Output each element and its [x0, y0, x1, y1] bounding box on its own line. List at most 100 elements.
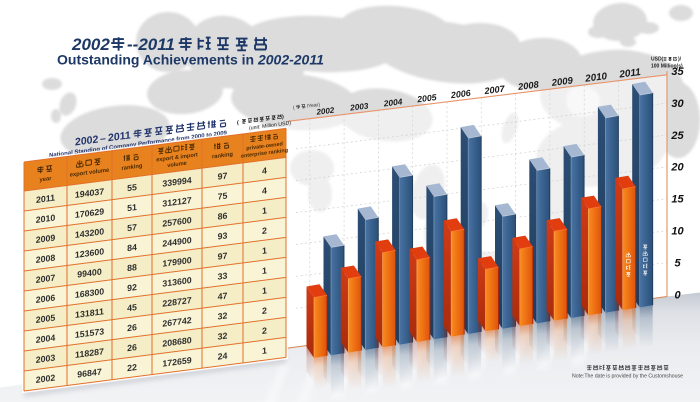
svg-text:2006: 2006: [36, 293, 56, 305]
svg-text:151573: 151573: [75, 326, 104, 340]
svg-text:96847: 96847: [77, 367, 102, 380]
svg-text:75: 75: [218, 190, 228, 201]
svg-text:32: 32: [218, 330, 228, 341]
svg-text:2002: 2002: [315, 106, 335, 117]
svg-text:2011: 2011: [108, 129, 131, 144]
svg-text:year: year: [40, 176, 53, 184]
svg-text:143200: 143200: [75, 226, 104, 240]
svg-text:22: 22: [127, 362, 137, 373]
svg-text:–: –: [100, 133, 106, 146]
svg-text:5: 5: [674, 257, 681, 269]
svg-text:2007: 2007: [36, 273, 56, 285]
svg-text:2005: 2005: [416, 92, 438, 104]
svg-text:131811: 131811: [75, 306, 104, 320]
svg-text:2004: 2004: [36, 333, 56, 345]
svg-text:1: 1: [262, 345, 267, 356]
svg-text:312127: 312127: [162, 195, 191, 209]
svg-text:179900: 179900: [162, 255, 191, 269]
svg-text:(unit: Million USD): (unit: Million USD): [249, 120, 291, 131]
svg-text:123600: 123600: [75, 246, 104, 260]
svg-text:2006: 2006: [449, 88, 471, 100]
svg-text:2011: 2011: [36, 193, 55, 205]
svg-text:2: 2: [262, 305, 267, 316]
svg-text:35: 35: [671, 66, 684, 78]
svg-text:--2011: --2011: [127, 35, 175, 54]
svg-text:4: 4: [262, 185, 267, 196]
svg-text:private-owned: private-owned: [246, 141, 283, 152]
svg-text:enterprise ranking: enterprise ranking: [241, 148, 288, 160]
svg-text:339994: 339994: [162, 175, 191, 189]
svg-text:86: 86: [218, 210, 228, 221]
svg-text:33: 33: [218, 270, 228, 281]
svg-text:47: 47: [218, 290, 228, 301]
svg-text:2008: 2008: [517, 79, 541, 92]
svg-text:(: (: [293, 105, 296, 111]
svg-text:10: 10: [671, 226, 684, 238]
svg-text:228727: 228727: [162, 295, 191, 309]
svg-text:)/: )/: [678, 57, 682, 63]
svg-text:1: 1: [262, 205, 267, 216]
svg-text:55: 55: [127, 182, 137, 193]
svg-text:Outstanding Achievements in 20: Outstanding Achievements in 2002-2011: [57, 52, 324, 68]
svg-text:84: 84: [127, 242, 137, 253]
svg-text:export & import: export & import: [156, 152, 198, 163]
svg-text:2009: 2009: [550, 75, 574, 89]
svg-text:57: 57: [127, 222, 137, 233]
svg-text:244900: 244900: [162, 235, 191, 249]
svg-text:100 Million(s): 100 Million(s): [651, 64, 683, 70]
svg-text:30: 30: [671, 98, 684, 110]
svg-text:99400: 99400: [77, 267, 102, 280]
svg-text:168300: 168300: [75, 286, 104, 300]
svg-text:Note:The date is provided by t: Note:The date is provided by the Customs…: [572, 374, 683, 380]
svg-text:26: 26: [127, 322, 137, 333]
svg-text:2011: 2011: [618, 67, 642, 81]
svg-text:118287: 118287: [75, 346, 104, 360]
svg-text:0: 0: [674, 289, 681, 301]
svg-text:25: 25: [670, 130, 684, 142]
svg-text:2003: 2003: [349, 101, 370, 112]
svg-text:97: 97: [218, 250, 228, 261]
svg-text:20: 20: [670, 162, 684, 174]
svg-text:170629: 170629: [75, 206, 104, 220]
svg-text:267742: 267742: [162, 315, 191, 329]
svg-text:volume: volume: [167, 161, 187, 169]
svg-text:export volume: export volume: [70, 167, 110, 178]
svg-text:2008: 2008: [36, 253, 56, 265]
svg-text:): ): [282, 114, 284, 120]
svg-text:2: 2: [262, 225, 267, 236]
svg-text:USD(: USD(: [651, 57, 664, 63]
svg-text:2007: 2007: [483, 84, 506, 97]
svg-text:257600: 257600: [162, 215, 191, 229]
svg-text:2010: 2010: [584, 71, 609, 85]
svg-text:ranking: ranking: [212, 152, 233, 161]
svg-text:1: 1: [262, 245, 267, 256]
svg-text:2009: 2009: [36, 233, 56, 245]
svg-text:2004: 2004: [382, 96, 403, 108]
svg-text:2002: 2002: [36, 373, 56, 385]
svg-text:2003: 2003: [36, 353, 56, 365]
svg-text:ranking: ranking: [122, 163, 143, 172]
svg-text:313600: 313600: [162, 275, 191, 289]
svg-text:24: 24: [218, 350, 228, 361]
svg-text:1: 1: [262, 285, 267, 296]
svg-text:172659: 172659: [162, 355, 191, 369]
svg-text:1: 1: [262, 265, 267, 276]
svg-text:2010: 2010: [36, 213, 56, 225]
svg-text:/Year): /Year): [307, 102, 321, 110]
svg-text:2002: 2002: [71, 35, 110, 54]
svg-text:93: 93: [218, 230, 228, 241]
svg-text:45: 45: [127, 302, 137, 313]
svg-text:88: 88: [127, 262, 137, 273]
svg-text:51: 51: [127, 202, 137, 213]
svg-text:26: 26: [127, 342, 137, 353]
svg-text:4: 4: [262, 165, 267, 176]
svg-text:2: 2: [262, 325, 267, 336]
svg-text:97: 97: [218, 170, 228, 181]
svg-text:194037: 194037: [75, 186, 104, 200]
svg-text:2002: 2002: [75, 133, 98, 148]
svg-text:15: 15: [671, 194, 684, 206]
svg-text:(: (: [237, 120, 239, 126]
svg-text:92: 92: [127, 282, 137, 293]
svg-text:2005: 2005: [36, 313, 56, 325]
svg-text:32: 32: [218, 310, 228, 321]
